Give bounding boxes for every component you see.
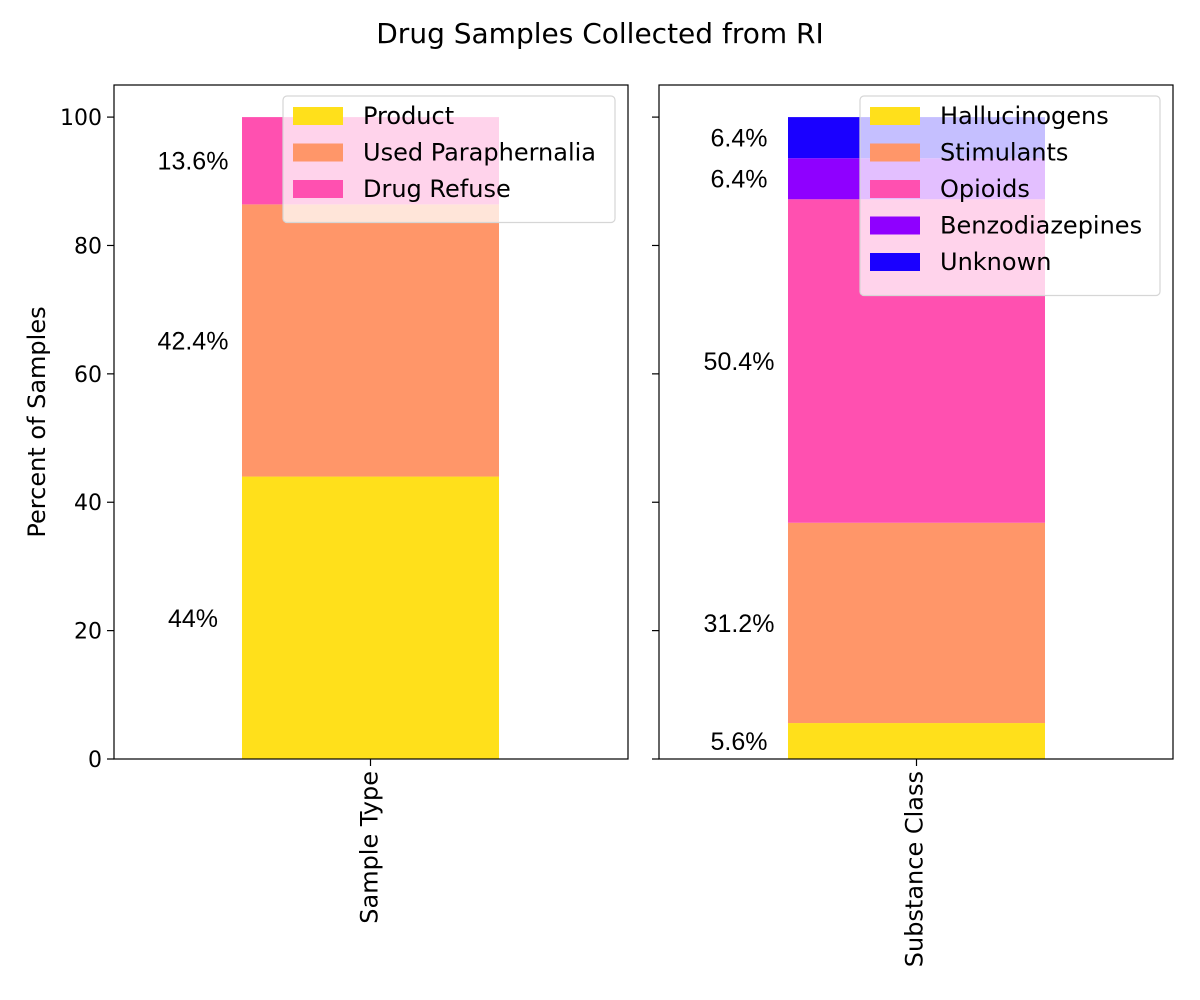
data-label: 50.4%	[704, 348, 775, 376]
bar-segment-used-paraphernalia	[242, 204, 499, 477]
x-axis-label: Sample Type	[355, 771, 383, 924]
legend-box	[282, 95, 616, 224]
y-tick-label: 0	[88, 748, 102, 773]
legend-swatch	[870, 143, 920, 162]
y-tick-label: 40	[74, 491, 102, 516]
legend-swatch	[870, 107, 920, 125]
data-label: 5.6%	[711, 728, 768, 756]
data-label: 31.2%	[704, 610, 775, 638]
legend-entry: Hallucinogens	[940, 102, 1109, 130]
bar-segment-product	[242, 476, 499, 759]
legend-entry: Unknown	[940, 248, 1051, 276]
y-tick-label: 60	[74, 363, 102, 388]
data-label: 13.6%	[158, 148, 229, 176]
legend-entry: Used Paraphernalia	[363, 139, 596, 167]
data-label: 6.4%	[711, 166, 768, 194]
legend-entry: Benzodiazepines	[940, 212, 1142, 240]
figure-title: Drug Samples Collected from RI	[376, 17, 823, 50]
legend-swatch	[870, 180, 920, 198]
legend-entry: Product	[363, 102, 454, 130]
data-label: 44%	[168, 605, 218, 633]
legend-entry: Opioids	[940, 175, 1030, 203]
data-label: 42.4%	[158, 327, 229, 355]
legend-swatch	[293, 107, 343, 125]
legend-box	[859, 95, 1161, 297]
data-label: 6.4%	[711, 125, 768, 153]
y-tick-label: 100	[60, 106, 102, 131]
legend-swatch	[870, 253, 920, 271]
legend-swatch	[293, 143, 343, 162]
bar-segment-stimulants	[788, 522, 1045, 724]
y-tick-label: 20	[74, 620, 102, 645]
legend-swatch	[293, 180, 343, 198]
legend-entry: Stimulants	[940, 139, 1068, 167]
x-axis-label: Substance Class	[900, 771, 928, 967]
y-axis-label: Percent of Samples	[23, 306, 51, 537]
bar-segment-hallucinogens	[788, 723, 1045, 759]
legend-swatch	[870, 216, 920, 235]
legend-entry: Drug Refuse	[363, 175, 511, 203]
y-tick-label: 80	[74, 234, 102, 259]
